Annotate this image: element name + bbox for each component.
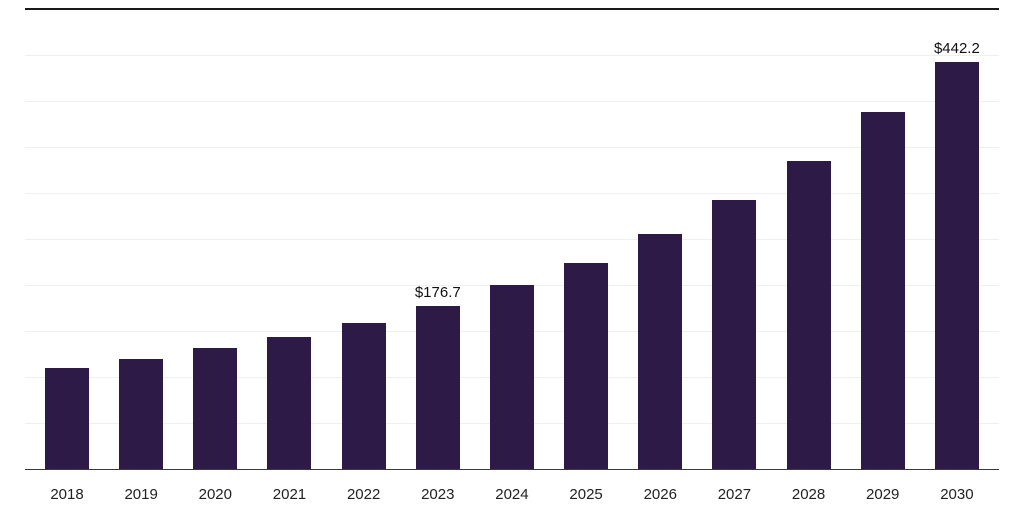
bar-2019 [119,358,164,469]
bar-2023 [415,306,460,469]
gridline [25,239,999,240]
x-axis-labels: 2018 2019 2020 2021 2022 2023 2024 2025 2026 2027… [45,472,979,503]
bar-column [638,10,683,469]
bar-column [267,10,312,469]
bar-2030 [934,62,979,469]
bar-column [712,10,757,469]
bar-2024 [489,285,534,469]
gridline [25,147,999,148]
bar-2029 [860,112,905,469]
bar-column: $176.7 [414,10,461,469]
x-axis-label: 2027 [717,486,752,503]
x-axis-label: 2019 [124,486,158,503]
gridline [25,101,999,102]
bar-column [193,10,238,469]
bar-column [45,10,89,469]
x-axis-label: 2021 [272,486,307,503]
x-axis-line [25,469,999,470]
x-axis-label: 2029 [866,486,900,503]
bar-column [341,10,386,469]
x-axis-label: 2018 [50,486,84,503]
bar-2018 [45,367,89,469]
bar-2020 [193,348,238,469]
bar-2026 [638,234,683,469]
gridline [25,8,999,10]
plot-area: $176.7 $442.2 [25,8,999,470]
bar-2021 [267,337,312,469]
bar-value-label: $442.2 [933,40,980,58]
bar-2028 [786,160,831,469]
x-axis-label: 2026 [643,486,677,503]
gridline [25,193,999,194]
bar-2027 [712,200,757,469]
bar-2022 [341,322,386,469]
bar-column: $442.2 [933,10,980,469]
bar-column [860,10,905,469]
bar-column [119,10,164,469]
bar-value-label: $176.7 [414,284,461,302]
bar-column [564,10,609,469]
bars: $176.7 $442.2 [45,10,980,469]
x-axis-label: 2028 [791,486,826,503]
bar-2025 [564,262,609,469]
bar-column [786,10,831,469]
x-axis-label: 2030 [940,486,974,503]
x-axis-label: 2020 [198,486,232,503]
bar-column [489,10,534,469]
x-axis-label: 2025 [569,486,603,503]
gridline [25,55,999,56]
x-axis-label: 2023 [421,486,455,503]
x-axis-label: 2022 [346,486,381,503]
x-axis-label: 2024 [495,486,529,503]
bar-chart: $176.7 $442.2 2018 2019 2020 2021 2022 2023 202… [25,8,999,503]
